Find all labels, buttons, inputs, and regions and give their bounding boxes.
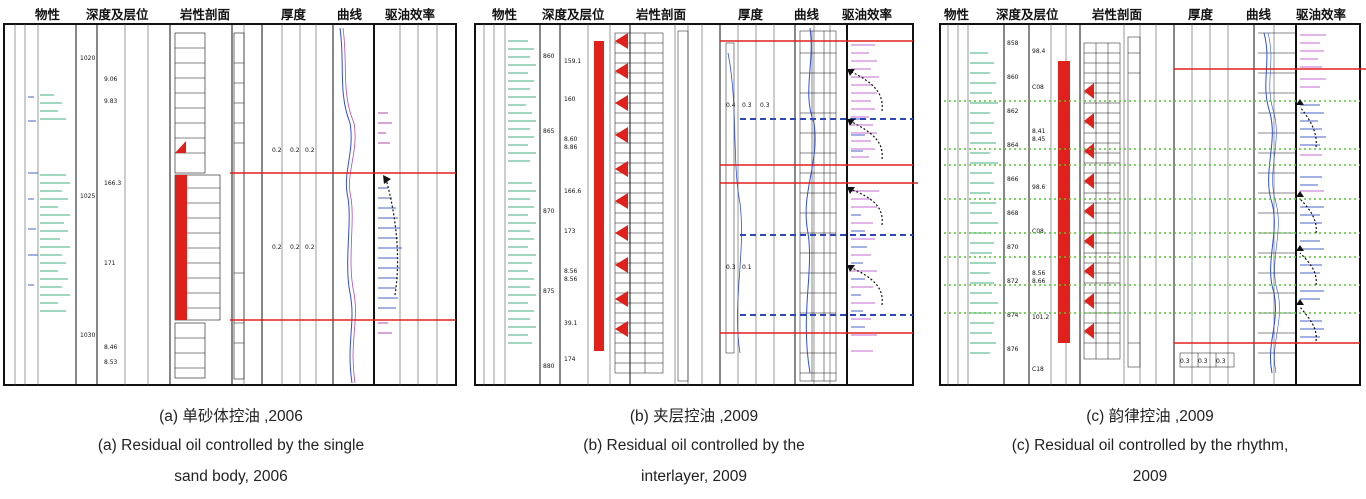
layer-label: 8.46: [104, 344, 118, 351]
layer-label: C18: [1032, 366, 1044, 373]
column-header-row: 物性 深度及层位 岩性剖面 厚度 曲线 驱油效率: [0, 0, 462, 22]
caption-zh: (c) 韵律控油 ,2009: [1086, 408, 1214, 425]
layer-label: 8.41: [1032, 128, 1046, 135]
caption-en-line1: (b) Residual oil controlled by the: [583, 437, 805, 454]
panel-c: 物性 深度及层位 岩性剖面 厚度 曲线 驱油效率: [934, 0, 1366, 499]
header-depth-layer: 深度及层位: [86, 7, 149, 22]
layer-label: 8.66: [1032, 278, 1046, 285]
thickness-label: 0.3: [760, 102, 770, 109]
depth-label: 866: [1007, 176, 1019, 183]
caption-zh: (a) 单砂体控油 ,2006: [159, 408, 303, 425]
layer-label: 166.3: [104, 180, 121, 187]
depth-label: 875: [543, 288, 555, 295]
depth-label: 870: [543, 208, 555, 215]
header-physical-property: 物性: [492, 7, 518, 22]
well-log-plot: 858 860 862 864 866 868 870 872 874 876 …: [939, 23, 1366, 386]
thickness-label: 0.2: [272, 147, 282, 154]
depth-label: 1020: [80, 55, 95, 62]
depth-label: 874: [1007, 312, 1019, 319]
layer-label: 39.1: [564, 320, 578, 327]
depth-label: 860: [1007, 74, 1019, 81]
layer-label: 159.1: [564, 58, 581, 65]
caption-zh: (b) 夹层控油 ,2009: [629, 408, 759, 425]
thickness-label: 0.2: [305, 147, 315, 154]
layer-label: 173: [564, 228, 576, 235]
header-physical-property: 物性: [35, 7, 61, 22]
layer-label: 101.2: [1032, 314, 1049, 321]
header-oil-displacement-efficiency: 驱油效率: [385, 7, 436, 22]
header-oil-displacement-efficiency: 驱油效率: [842, 7, 893, 22]
layer-label: 8.86: [564, 144, 578, 151]
header-depth-layer: 深度及层位: [996, 7, 1059, 22]
depth-label: 865: [543, 128, 555, 135]
header-curve: 曲线: [337, 7, 363, 22]
panel-a: 物性 深度及层位 岩性剖面 厚度 曲线 驱油效率: [0, 0, 462, 499]
depth-label: 860: [543, 53, 555, 60]
panel-b: 物性 深度及层位 岩性剖面 厚度 曲线 驱油效率: [470, 0, 918, 499]
well-log-plot: 1020 1025 1030 9.06 9.83 166.3 171 8.46 …: [3, 23, 457, 386]
header-curve: 曲线: [1246, 7, 1272, 22]
thickness-label: 0.4: [726, 102, 736, 109]
header-thickness: 厚度: [1188, 7, 1214, 22]
thickness-label: 0.3: [1216, 358, 1226, 365]
depth-label: 870: [1007, 244, 1019, 251]
caption-en-line1: (c) Residual oil controlled by the rhyth…: [1011, 437, 1289, 454]
layer-label: 174: [564, 356, 576, 363]
depth-label: 872: [1007, 278, 1019, 285]
header-depth-layer: 深度及层位: [542, 7, 605, 22]
layer-label: 160: [564, 96, 576, 103]
header-lithology-profile: 岩性剖面: [1092, 7, 1143, 22]
caption-en-line1: (a) Residual oil controlled by the singl…: [97, 437, 365, 454]
depth-label: 864: [1007, 142, 1019, 149]
depth-label: 858: [1007, 40, 1019, 47]
header-oil-displacement-efficiency: 驱油效率: [1296, 7, 1347, 22]
thickness-label: 0.2: [290, 147, 300, 154]
layer-label: C08: [1032, 228, 1044, 235]
header-lithology-profile: 岩性剖面: [636, 7, 687, 22]
layer-label: 166.6: [564, 188, 581, 195]
layer-label: 8.56: [564, 268, 578, 275]
layer-label: 8.60: [564, 136, 578, 143]
depth-label: 880: [543, 363, 555, 370]
layer-label: 8.56: [564, 276, 578, 283]
thickness-label: 0.3: [1198, 358, 1208, 365]
header-thickness: 厚度: [281, 7, 307, 22]
layer-label: 171: [104, 260, 116, 267]
layer-label: 8.45: [1032, 136, 1046, 143]
depth-label: 868: [1007, 210, 1019, 217]
thickness-label: 0.2: [290, 244, 300, 251]
well-log-plot: 860 865 870 875 880 159.1 160 8.60 8.86 …: [474, 23, 918, 386]
thickness-label: 0.2: [272, 244, 282, 251]
caption-en-line2: 2009: [1132, 468, 1168, 485]
thickness-label: 0.2: [305, 244, 315, 251]
header-lithology-profile: 岩性剖面: [180, 7, 231, 22]
layer-label: 9.83: [104, 98, 118, 105]
layer-label: 98.4: [1032, 48, 1046, 55]
layer-label: 8.53: [104, 359, 118, 366]
column-header-row: 物性 深度及层位 岩性剖面 厚度 曲线 驱油效率: [934, 0, 1366, 22]
layer-label: 98.6: [1032, 184, 1046, 191]
thickness-label: 0.1: [742, 264, 752, 271]
header-curve: 曲线: [794, 7, 820, 22]
caption-en-line2: sand body, 2006: [174, 468, 288, 485]
layer-label: 9.06: [104, 76, 118, 83]
column-header-row: 物性 深度及层位 岩性剖面 厚度 曲线 驱油效率: [470, 0, 918, 22]
depth-label: 862: [1007, 108, 1019, 115]
thickness-label: 0.3: [726, 264, 736, 271]
depth-label: 1030: [80, 332, 95, 339]
header-physical-property: 物性: [944, 7, 970, 22]
depth-label: 876: [1007, 346, 1019, 353]
layer-label: 8.56: [1032, 270, 1046, 277]
thickness-label: 0.3: [742, 102, 752, 109]
thickness-label: 0.3: [1180, 358, 1190, 365]
depth-label: 1025: [80, 193, 95, 200]
layer-label: C08: [1032, 84, 1044, 91]
header-thickness: 厚度: [738, 7, 764, 22]
caption-en-line2: interlayer, 2009: [641, 468, 747, 485]
